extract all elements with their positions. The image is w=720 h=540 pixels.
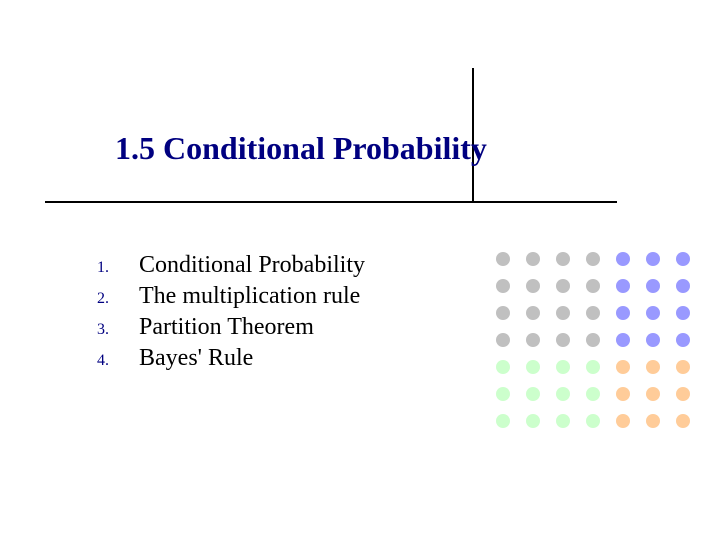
dot (616, 360, 630, 374)
dot-row (496, 360, 690, 374)
list-item-text: The multiplication rule (139, 283, 360, 310)
dot (616, 414, 630, 428)
dot (496, 387, 510, 401)
dot (646, 414, 660, 428)
list-item: 3.Partition Theorem (97, 314, 437, 341)
dot (676, 252, 690, 266)
horizontal-divider (45, 201, 617, 203)
dot (676, 279, 690, 293)
dot (616, 333, 630, 347)
dot (676, 333, 690, 347)
dot (556, 387, 570, 401)
dot-row (496, 414, 690, 428)
dot (676, 306, 690, 320)
dot-row (496, 252, 690, 266)
dot-row (496, 279, 690, 293)
dot (586, 252, 600, 266)
dot (526, 252, 540, 266)
list-item-text: Bayes' Rule (139, 345, 253, 372)
list-item-number: 4. (97, 352, 139, 370)
dot (526, 387, 540, 401)
dot-grid (496, 252, 690, 441)
dot (646, 360, 660, 374)
dot (556, 360, 570, 374)
dot (496, 360, 510, 374)
dot-row (496, 387, 690, 401)
dot (586, 333, 600, 347)
dot (586, 279, 600, 293)
dot (586, 360, 600, 374)
dot (616, 306, 630, 320)
dot (496, 333, 510, 347)
dot (646, 333, 660, 347)
dot (646, 279, 660, 293)
dot (586, 306, 600, 320)
dot (676, 360, 690, 374)
list-item: 4.Bayes' Rule (97, 345, 437, 372)
title-region: 1.5 Conditional Probability (115, 130, 605, 167)
list-item-number: 1. (97, 259, 139, 277)
list-item-text: Partition Theorem (139, 314, 314, 341)
dot (586, 387, 600, 401)
dot (526, 360, 540, 374)
list-item: 2.The multiplication rule (97, 283, 437, 310)
dot (676, 414, 690, 428)
dot (526, 279, 540, 293)
dot (556, 252, 570, 266)
dot (526, 306, 540, 320)
dot (526, 333, 540, 347)
dot (526, 414, 540, 428)
slide-title: 1.5 Conditional Probability (115, 130, 605, 167)
dot-row (496, 306, 690, 320)
dot (556, 414, 570, 428)
dot (646, 387, 660, 401)
dot (646, 252, 660, 266)
topic-list: 1.Conditional Probability2.The multiplic… (97, 252, 437, 376)
dot (616, 279, 630, 293)
list-item-number: 2. (97, 290, 139, 308)
dot (556, 279, 570, 293)
dot (586, 414, 600, 428)
dot (646, 306, 660, 320)
dot (496, 252, 510, 266)
list-item: 1.Conditional Probability (97, 252, 437, 279)
list-item-number: 3. (97, 321, 139, 339)
dot (496, 279, 510, 293)
slide: 1.5 Conditional Probability 1.Conditiona… (0, 0, 720, 540)
dot (556, 333, 570, 347)
list-item-text: Conditional Probability (139, 252, 365, 279)
dot (496, 414, 510, 428)
dot (616, 252, 630, 266)
dot (556, 306, 570, 320)
dot-row (496, 333, 690, 347)
dot (616, 387, 630, 401)
dot (496, 306, 510, 320)
dot (676, 387, 690, 401)
